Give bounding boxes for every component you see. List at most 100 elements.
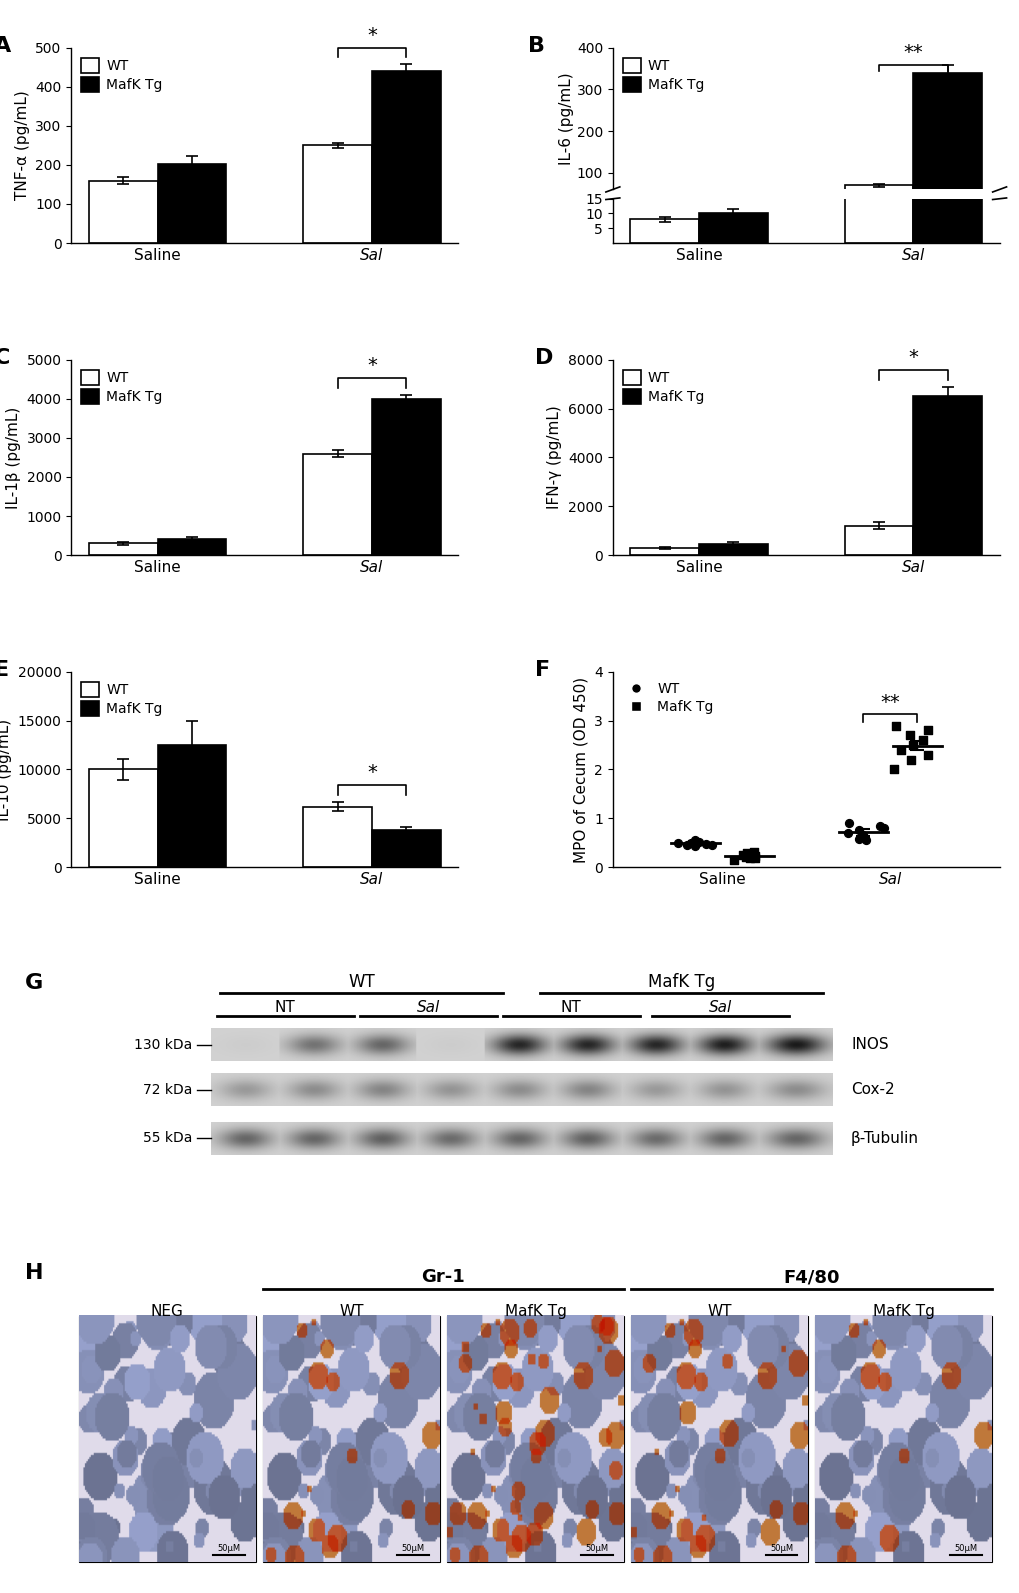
Text: H: H bbox=[25, 1263, 44, 1282]
Point bbox=[703, 833, 719, 859]
Point bbox=[734, 843, 750, 868]
Text: **: ** bbox=[879, 693, 900, 712]
Legend: WT, MafK Tg: WT, MafK Tg bbox=[78, 54, 165, 96]
Bar bbox=[303, 454, 372, 554]
Bar bbox=[844, 37, 913, 244]
Point bbox=[904, 733, 920, 758]
Y-axis label: IL-10 (pg/mL): IL-10 (pg/mL) bbox=[0, 718, 12, 820]
Legend: WT, MafK Tg: WT, MafK Tg bbox=[78, 679, 165, 718]
Point bbox=[679, 832, 695, 857]
Point bbox=[697, 832, 713, 857]
Bar bbox=[630, 212, 698, 215]
Bar bbox=[157, 540, 226, 554]
Point bbox=[856, 825, 872, 851]
Text: 50μM: 50μM bbox=[953, 1544, 976, 1553]
Point bbox=[739, 844, 755, 870]
Bar bbox=[89, 180, 157, 244]
Point bbox=[691, 828, 707, 854]
Y-axis label: IFN-γ (pg/mL): IFN-γ (pg/mL) bbox=[547, 406, 561, 510]
Text: *: * bbox=[367, 763, 377, 782]
Point bbox=[851, 817, 867, 843]
Point bbox=[892, 738, 908, 763]
Point bbox=[914, 728, 930, 753]
Point bbox=[850, 827, 866, 852]
Bar bbox=[630, 220, 698, 244]
Point bbox=[746, 843, 762, 868]
Text: Sal: Sal bbox=[708, 1000, 732, 1015]
Text: 130 kDa: 130 kDa bbox=[133, 1039, 192, 1051]
Point bbox=[726, 847, 742, 873]
Text: *: * bbox=[908, 349, 917, 366]
Bar bbox=[372, 72, 440, 244]
Bar bbox=[78, 1316, 256, 1563]
Point bbox=[742, 844, 758, 870]
Text: 50μM: 50μM bbox=[769, 1544, 793, 1553]
Bar bbox=[698, 545, 767, 554]
Point bbox=[687, 832, 703, 857]
Text: C: C bbox=[0, 349, 10, 368]
Text: 50μM: 50μM bbox=[585, 1544, 608, 1553]
Legend: WT, MafK Tg: WT, MafK Tg bbox=[620, 54, 706, 96]
Bar bbox=[844, 526, 913, 554]
Legend: WT, MafK Tg: WT, MafK Tg bbox=[620, 366, 706, 406]
Text: NT: NT bbox=[274, 1000, 296, 1015]
Point bbox=[857, 827, 873, 852]
Bar bbox=[913, 397, 981, 554]
Point bbox=[668, 830, 685, 855]
Point bbox=[738, 841, 754, 867]
Bar bbox=[303, 806, 372, 867]
Text: 55 kDa: 55 kDa bbox=[143, 1131, 192, 1145]
Text: A: A bbox=[0, 37, 11, 56]
Bar bbox=[630, 548, 698, 554]
Point bbox=[687, 827, 703, 852]
Bar bbox=[446, 1316, 624, 1563]
Y-axis label: MPO of Cecum (OD 450): MPO of Cecum (OD 450) bbox=[573, 677, 588, 862]
Text: NEG: NEG bbox=[151, 1305, 183, 1319]
Point bbox=[687, 833, 703, 859]
Text: WT: WT bbox=[707, 1305, 732, 1319]
Text: Cox-2: Cox-2 bbox=[850, 1082, 894, 1098]
Bar bbox=[263, 1316, 439, 1563]
Bar bbox=[157, 746, 226, 867]
Point bbox=[839, 820, 855, 846]
Text: G: G bbox=[25, 973, 43, 992]
Y-axis label: TNF-α (pg/mL): TNF-α (pg/mL) bbox=[14, 91, 30, 201]
Bar bbox=[303, 145, 372, 244]
Point bbox=[746, 846, 762, 871]
Point bbox=[871, 812, 888, 838]
Bar bbox=[631, 1316, 807, 1563]
Bar bbox=[844, 185, 913, 215]
Point bbox=[919, 718, 935, 744]
Bar bbox=[698, 210, 767, 215]
Bar bbox=[913, 73, 981, 215]
Point bbox=[875, 816, 892, 841]
Text: E: E bbox=[0, 660, 9, 680]
Point bbox=[745, 840, 761, 865]
Text: MafK Tg: MafK Tg bbox=[504, 1305, 566, 1319]
Text: MafK Tg: MafK Tg bbox=[647, 973, 714, 991]
Point bbox=[840, 811, 856, 836]
Text: **: ** bbox=[903, 43, 922, 62]
Point bbox=[902, 747, 918, 773]
Legend: WT, MafK Tg: WT, MafK Tg bbox=[620, 679, 715, 717]
Bar bbox=[157, 164, 226, 244]
Text: 50μM: 50μM bbox=[217, 1544, 240, 1553]
Text: INOS: INOS bbox=[850, 1037, 888, 1053]
Bar bbox=[89, 543, 157, 554]
Text: Gr-1: Gr-1 bbox=[421, 1268, 465, 1286]
Y-axis label: IL-6 (pg/mL): IL-6 (pg/mL) bbox=[558, 72, 574, 166]
Text: β-Tubulin: β-Tubulin bbox=[850, 1131, 918, 1145]
Bar bbox=[372, 830, 440, 867]
Point bbox=[682, 830, 698, 855]
Bar bbox=[372, 398, 440, 554]
Text: MafK Tg: MafK Tg bbox=[872, 1305, 933, 1319]
Point bbox=[919, 742, 935, 768]
Point bbox=[738, 844, 754, 870]
Y-axis label: IL-1β (pg/mL): IL-1β (pg/mL) bbox=[6, 406, 21, 508]
Bar bbox=[913, 0, 981, 244]
Text: Sal: Sal bbox=[416, 1000, 439, 1015]
Bar bbox=[698, 213, 767, 244]
Point bbox=[886, 757, 902, 782]
Text: WT: WT bbox=[338, 1305, 363, 1319]
Bar bbox=[814, 1316, 991, 1563]
